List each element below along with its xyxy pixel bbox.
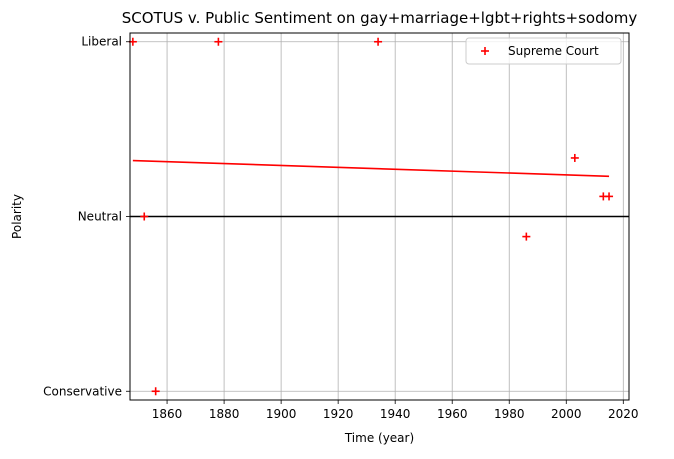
y-axis-label: Polarity xyxy=(10,194,24,239)
x-tick-label: 1980 xyxy=(494,407,525,421)
data-point xyxy=(605,192,614,201)
x-tick-label: 1900 xyxy=(266,407,297,421)
y-tick-label: Neutral xyxy=(78,210,122,224)
legend-marker-supreme-court xyxy=(481,47,489,55)
x-tick-label: 2020 xyxy=(608,407,639,421)
data-point xyxy=(374,37,383,46)
chart-title: SCOTUS v. Public Sentiment on gay+marria… xyxy=(122,9,638,27)
legend-label-supreme-court: Supreme Court xyxy=(508,44,599,58)
x-tick-label: 1860 xyxy=(152,407,183,421)
data-point xyxy=(140,212,149,221)
trend-line xyxy=(132,159,610,178)
data-point xyxy=(522,232,531,241)
x-tick-label: 1880 xyxy=(209,407,240,421)
legend-box xyxy=(465,37,622,65)
x-axis-label: Time (year) xyxy=(344,431,414,445)
data-point xyxy=(570,153,579,162)
data-point xyxy=(151,387,160,396)
x-tick-label: 1940 xyxy=(380,407,411,421)
x-tick-label: 2000 xyxy=(551,407,582,421)
y-tick-label: Conservative xyxy=(43,384,122,398)
data-point xyxy=(214,37,223,46)
x-tick-label: 1920 xyxy=(323,407,354,421)
legend: Supreme Court xyxy=(465,37,622,65)
y-tick-label: Liberal xyxy=(81,35,122,49)
x-tick-label: 1960 xyxy=(437,407,468,421)
